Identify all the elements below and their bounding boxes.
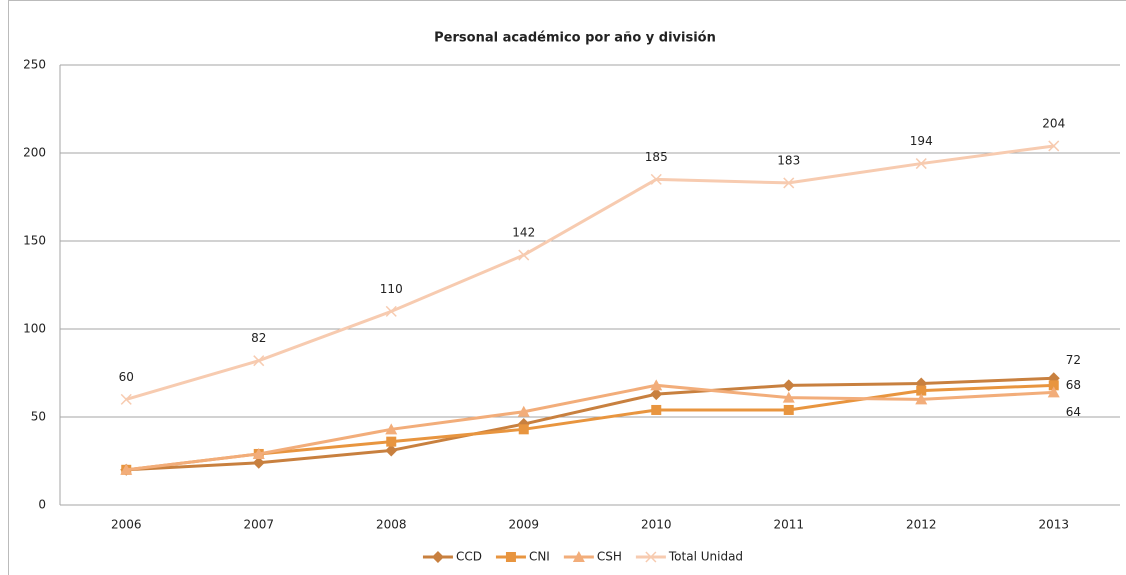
x-tick-label: 2011 <box>773 518 804 532</box>
data-label: 82 <box>251 331 266 345</box>
x-tick-label: 2010 <box>641 518 672 532</box>
series-line <box>126 383 1054 472</box>
data-label: 72 <box>1066 353 1081 367</box>
legend-label: CNI <box>529 550 550 564</box>
marker <box>650 379 663 391</box>
data-label: 110 <box>380 282 403 296</box>
data-label: 64 <box>1066 405 1081 419</box>
marker <box>1047 386 1060 398</box>
x-tick-label: 2009 <box>508 518 539 532</box>
data-label: 204 <box>1042 116 1065 130</box>
marker <box>120 463 133 475</box>
marker <box>386 436 397 447</box>
marker <box>252 456 265 469</box>
x-tick-label: 2007 <box>243 518 274 532</box>
marker <box>783 177 795 189</box>
marker <box>782 391 795 403</box>
y-tick-label: 50 <box>31 410 46 424</box>
y-tick-label: 200 <box>23 146 46 160</box>
legend-label: Total Unidad <box>668 550 743 564</box>
y-tick-label: 250 <box>23 58 46 72</box>
marker <box>650 173 662 185</box>
marker <box>385 444 398 457</box>
y-tick-label: 100 <box>23 322 46 336</box>
chart-title: Personal académico por año y división <box>434 31 716 46</box>
x-tick-label: 2013 <box>1038 518 1069 532</box>
chart-frame <box>8 0 1126 575</box>
marker <box>1048 380 1059 391</box>
marker <box>650 388 663 401</box>
marker <box>505 552 516 562</box>
series-line <box>126 376 1054 472</box>
marker <box>783 404 794 415</box>
marker <box>253 355 265 367</box>
marker <box>1048 140 1060 152</box>
marker <box>915 158 927 170</box>
x-tick-label: 2008 <box>376 518 407 532</box>
marker <box>915 393 928 405</box>
data-label: 142 <box>512 226 535 240</box>
marker <box>517 405 530 417</box>
legend-label: CSH <box>597 550 622 564</box>
marker <box>916 385 927 396</box>
data-label: 194 <box>910 134 933 148</box>
y-tick-label: 0 <box>38 498 46 512</box>
marker <box>518 424 529 435</box>
marker <box>252 447 265 459</box>
marker <box>120 393 132 405</box>
marker <box>645 551 657 563</box>
data-label: 185 <box>645 150 668 164</box>
marker <box>651 404 662 415</box>
marker <box>782 379 795 392</box>
marker <box>385 305 397 317</box>
legend: CCD CNI CSH Total Unidad <box>422 550 743 564</box>
marker <box>385 423 398 435</box>
x-tick-label: 2012 <box>906 518 937 532</box>
series-line <box>125 144 1054 401</box>
data-label: 60 <box>119 370 134 384</box>
marker <box>518 249 530 261</box>
series-line <box>126 383 1054 472</box>
data-label: 68 <box>1066 378 1081 392</box>
marker <box>431 551 444 563</box>
x-tick-label: 2006 <box>111 518 142 532</box>
marker <box>572 551 585 562</box>
legend-label: CCD <box>456 550 482 564</box>
data-label: 183 <box>777 153 800 167</box>
y-tick-label: 150 <box>23 234 46 248</box>
